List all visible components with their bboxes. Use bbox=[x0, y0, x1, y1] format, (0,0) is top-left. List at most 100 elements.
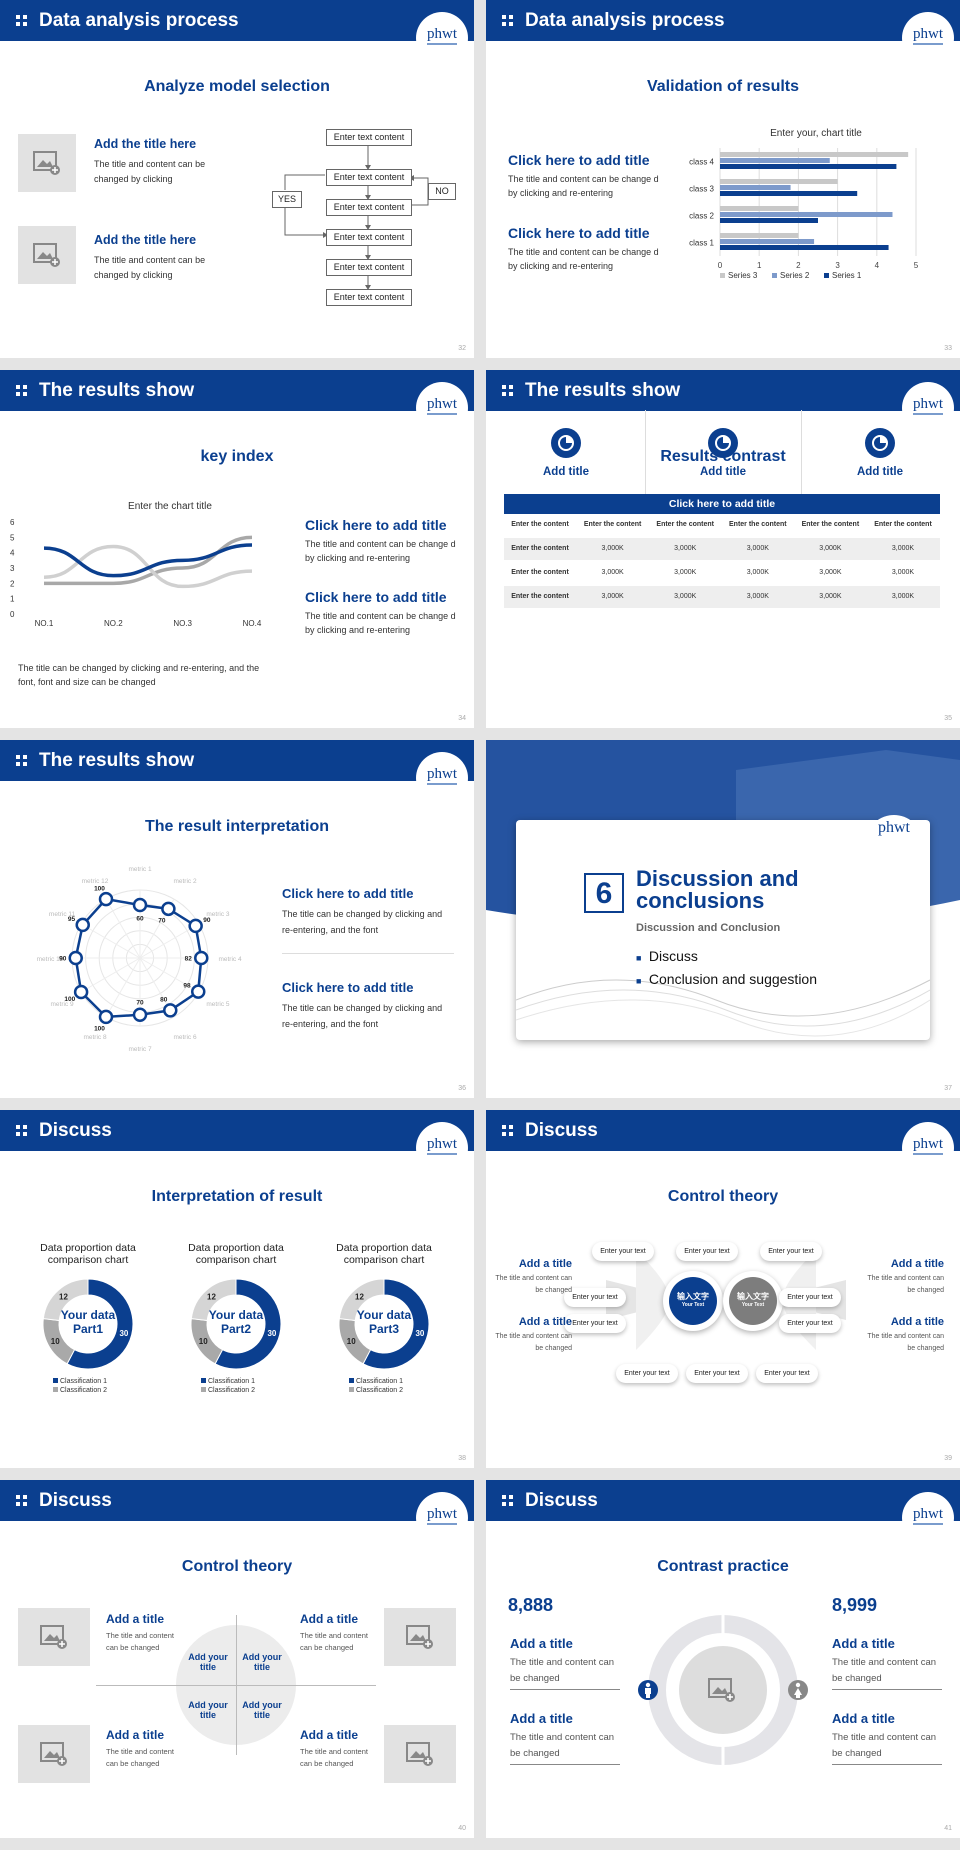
axis-label: metric 10 bbox=[37, 956, 64, 963]
header-title: Data analysis process bbox=[525, 10, 725, 31]
item-text: The title and content can be changed bbox=[510, 1732, 615, 1759]
item-text: The title and content can be changed bbox=[832, 1732, 937, 1759]
donut-caption: Data proportion data comparison chart bbox=[336, 1242, 432, 1266]
slide-title: Control theory bbox=[181, 1558, 293, 1575]
slide-title: Control theory bbox=[667, 1188, 779, 1205]
item-text: The title and content can be changed bbox=[832, 1657, 937, 1684]
y-tick: 4 bbox=[10, 549, 15, 558]
donut-caption: Data proportion data comparison chart bbox=[188, 1242, 284, 1266]
dots-icon bbox=[16, 385, 27, 396]
slide-header: Discuss bbox=[0, 1110, 474, 1151]
item-text: The title and content can be changed bbox=[106, 1747, 174, 1768]
image-placeholder[interactable] bbox=[18, 226, 76, 284]
center-node[interactable]: 输入文字 Your Text bbox=[669, 1277, 717, 1325]
text-pill[interactable]: Enter your text bbox=[564, 1314, 626, 1333]
bar bbox=[720, 158, 830, 163]
text-pill[interactable]: Enter your text bbox=[756, 1364, 818, 1383]
radar-point bbox=[163, 1003, 178, 1018]
slide-title: The result interpretation bbox=[144, 818, 330, 835]
image-add-icon bbox=[33, 243, 60, 267]
image-placeholder[interactable] bbox=[384, 1608, 456, 1666]
item-title: Add a title bbox=[510, 1636, 573, 1651]
item-text: The title and content can be change d by… bbox=[305, 539, 456, 563]
axis-label: metric 6 bbox=[173, 1034, 197, 1041]
text-pill[interactable]: Enter your text bbox=[564, 1288, 626, 1307]
text-pill[interactable]: Enter your text bbox=[779, 1288, 841, 1307]
slide-41: Discuss phwt Contrast practice 8,888 8,9… bbox=[486, 1480, 960, 1838]
flow-box[interactable]: Enter text content bbox=[326, 169, 412, 186]
flow-box[interactable]: Enter text content bbox=[326, 229, 412, 246]
image-placeholder[interactable] bbox=[18, 1725, 90, 1783]
value-label: 100 bbox=[64, 996, 75, 1003]
header-title: The results show bbox=[39, 750, 195, 771]
category-label: class 3 bbox=[689, 185, 714, 194]
item-title: Add the title here bbox=[94, 233, 197, 247]
radar-point bbox=[68, 950, 83, 966]
text-pill[interactable]: Enter your text bbox=[760, 1242, 822, 1261]
text-pill[interactable]: Enter your text bbox=[686, 1364, 748, 1383]
donut-slice bbox=[338, 1278, 385, 1322]
text-pill[interactable]: Enter your text bbox=[616, 1364, 678, 1383]
flowchart-connectors bbox=[284, 142, 429, 290]
item-text: The title and content can be changed bbox=[300, 1747, 368, 1768]
male-icon bbox=[638, 1680, 658, 1700]
flow-box[interactable]: Enter text content bbox=[326, 199, 412, 216]
donut-center-1: Your data bbox=[60, 1308, 116, 1322]
axis-label: metric 7 bbox=[128, 1046, 152, 1053]
image-placeholder[interactable] bbox=[18, 134, 76, 192]
dots-icon bbox=[16, 1495, 27, 1506]
table-cell: 3,000K bbox=[674, 569, 697, 576]
image-placeholder[interactable] bbox=[384, 1725, 456, 1783]
slide-title: key index bbox=[200, 448, 274, 465]
quad-title: Add your title bbox=[242, 1652, 282, 1672]
text-pill[interactable]: Enter your text bbox=[676, 1242, 738, 1261]
item-text: The title and content can be change d by… bbox=[305, 611, 456, 635]
flow-box[interactable]: Enter text content bbox=[326, 289, 412, 306]
radar-point bbox=[98, 1009, 114, 1025]
center-node[interactable]: 输入文字 Your Text bbox=[729, 1277, 777, 1325]
slide-40: Discuss phwt Control theory Add your tit… bbox=[0, 1480, 474, 1838]
text-pill[interactable]: Enter your text bbox=[592, 1242, 654, 1261]
wave-decoration bbox=[516, 979, 930, 1037]
radar-point bbox=[188, 918, 203, 934]
text-pill[interactable]: Enter your text bbox=[779, 1314, 841, 1333]
item-title: Click here to add title bbox=[508, 225, 650, 241]
image-placeholder[interactable] bbox=[18, 1608, 90, 1666]
image-add-icon bbox=[406, 1742, 433, 1766]
x-tick: 2 bbox=[796, 261, 801, 270]
page-number: 40 bbox=[458, 1825, 466, 1832]
bullet-item: ■ Conclusion and suggestion bbox=[636, 971, 818, 987]
radar-point bbox=[73, 984, 89, 1000]
slide-38: Discuss phwt Interpretation of result 38… bbox=[0, 1110, 474, 1468]
side-title: Add a title bbox=[518, 1258, 572, 1270]
logo: phwt bbox=[902, 1492, 954, 1544]
value-label: 100 bbox=[94, 1026, 105, 1033]
flow-no: NO bbox=[428, 183, 456, 200]
category-label: class 1 bbox=[689, 239, 714, 248]
item-text: The title can be changed by clicking and… bbox=[282, 1003, 443, 1029]
item-text: The title and content can be change d by… bbox=[508, 174, 659, 198]
flow-box[interactable]: Enter text content bbox=[326, 129, 412, 146]
table-cell: 3,000K bbox=[819, 593, 842, 600]
divider bbox=[282, 953, 454, 954]
y-tick: 1 bbox=[10, 595, 15, 604]
table-header-row: Enter the content Enter the content Enter … bbox=[504, 514, 940, 536]
quad-title: Add your title bbox=[242, 1700, 282, 1720]
slice-label: 12 bbox=[207, 1292, 216, 1301]
table-header-cell: Enter the content bbox=[729, 521, 787, 528]
table-row: Enter the content 3,000K 3,000K 3,000K 3,000… bbox=[504, 562, 940, 584]
item-title: Add a title bbox=[300, 1728, 359, 1742]
slice-label: 30 bbox=[267, 1329, 276, 1338]
image-placeholder[interactable] bbox=[697, 1665, 747, 1715]
header-title: Data analysis process bbox=[39, 10, 239, 31]
flow-box[interactable]: Enter text content bbox=[326, 259, 412, 276]
value-label: 70 bbox=[158, 918, 166, 925]
axis-label: metric 12 bbox=[82, 878, 109, 885]
slide-37: phwt 6 Discussion and conclusions Discuss… bbox=[486, 740, 960, 1098]
table-row: Enter the content 3,000K 3,000K 3,000K 3,000… bbox=[504, 538, 940, 560]
axis-label: metric 2 bbox=[173, 878, 197, 885]
radar-point bbox=[194, 950, 209, 966]
value-label: 80 bbox=[160, 997, 168, 1004]
item-title: Add a title bbox=[832, 1636, 895, 1651]
item-title: Click here to add title bbox=[305, 517, 447, 533]
